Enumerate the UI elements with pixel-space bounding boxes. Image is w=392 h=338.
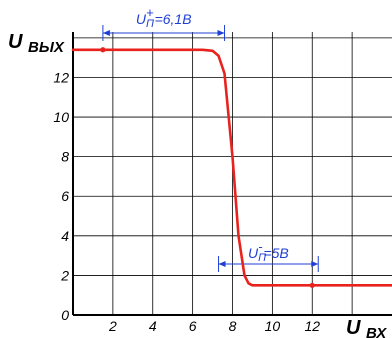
grid — [73, 31, 392, 315]
annotation-label: UП+=6,1В — [136, 5, 192, 30]
annotation-lower: UП-=5В — [218, 239, 319, 272]
y-tick-label: 2 — [60, 267, 69, 283]
series-line — [71, 48, 392, 287]
axes — [72, 31, 392, 316]
annotation-arrowhead — [311, 261, 319, 267]
y-tick-label: 0 — [61, 307, 69, 323]
annotation-label-main: U — [248, 245, 259, 261]
y-tick-label: 12 — [53, 69, 69, 85]
annotation-label-sup: + — [146, 5, 154, 20]
y-tick-label: 10 — [53, 109, 69, 125]
annotation-arrowhead — [102, 30, 110, 36]
series — [71, 47, 392, 288]
x-tick-label: 10 — [265, 318, 281, 334]
annotation-label-main: U — [136, 11, 147, 27]
y-tick-label: 4 — [61, 228, 69, 244]
annotation-arrowhead — [218, 261, 226, 267]
annotation-label-value: =5В — [263, 245, 288, 261]
x-axis-title: U ВХ — [346, 317, 387, 338]
y-tick-label: 8 — [61, 149, 69, 165]
data-point — [309, 282, 315, 288]
y-axis-title-sub: ВЫХ — [28, 39, 65, 56]
annotation-label-sub: П — [258, 252, 266, 264]
tick-labels: 2 4 6 8 10 12 0 2 4 6 8 10 12 — [53, 69, 320, 334]
x-tick-label: 2 — [108, 318, 117, 334]
y-axis-title-main: U — [8, 31, 23, 53]
axis-titles: U ВЫХ U ВХ — [8, 31, 387, 338]
annotation-upper: UП+=6,1В — [102, 5, 226, 41]
data-point — [100, 47, 106, 53]
x-tick-label: 4 — [149, 318, 157, 334]
x-axis-title-sub: ВХ — [366, 325, 387, 338]
annotation-label-sub: П — [146, 18, 154, 30]
x-tick-label: 8 — [229, 318, 237, 334]
annotation-label-sup: - — [258, 239, 263, 254]
y-tick-label: 6 — [61, 188, 69, 204]
x-tick-label: 12 — [304, 318, 320, 334]
annotation-label-value: =6,1В — [155, 11, 192, 27]
annotation-arrowhead — [217, 30, 225, 36]
annotation-label: UП-=5В — [248, 239, 289, 264]
x-axis-title-main: U — [346, 317, 361, 338]
x-tick-label: 6 — [189, 318, 197, 334]
y-axis-title: U ВЫХ — [8, 31, 65, 56]
